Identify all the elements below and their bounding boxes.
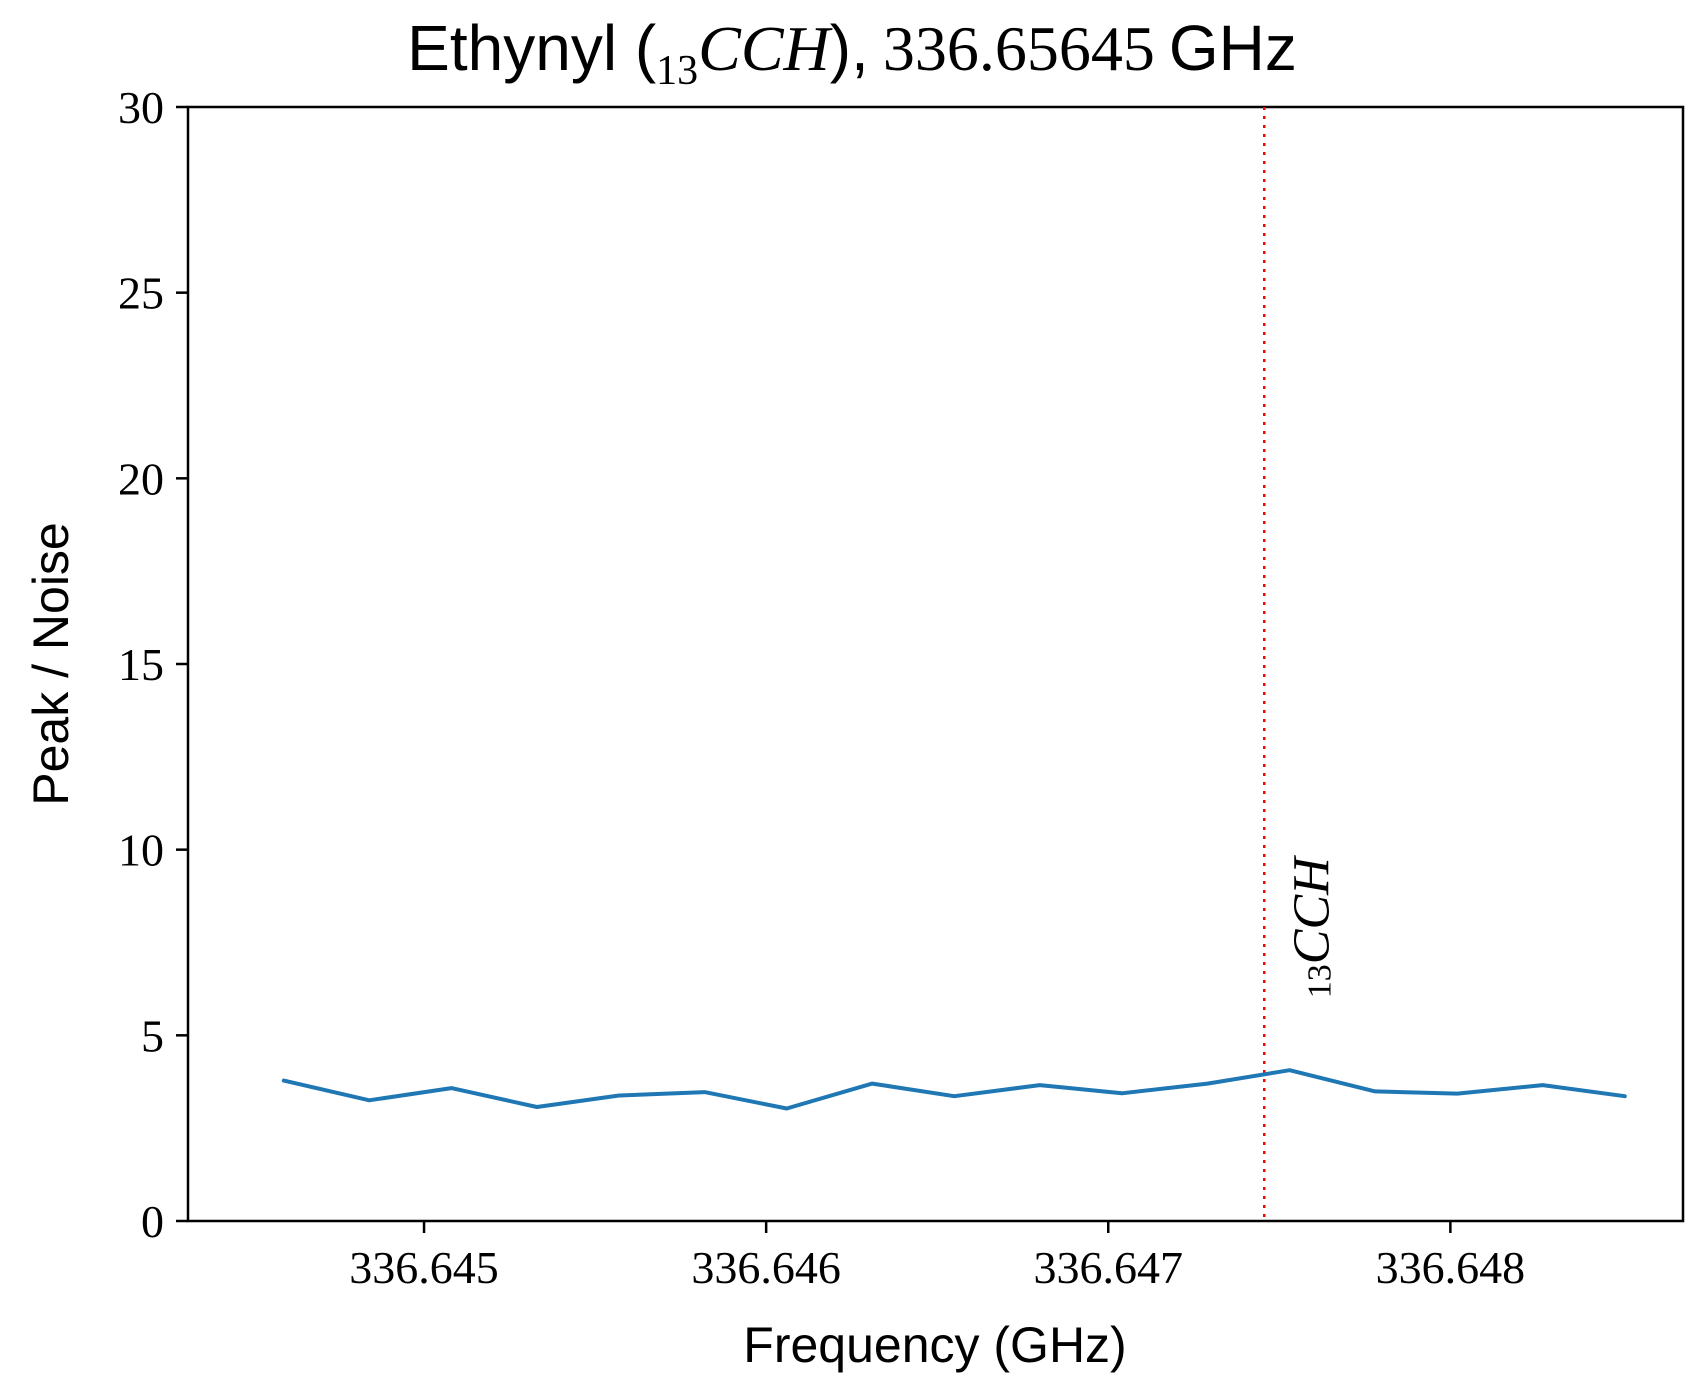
y-tick-label: 5 xyxy=(141,1010,164,1061)
y-tick-label: 20 xyxy=(118,453,164,504)
line-annotation: 13CCH xyxy=(1283,855,1340,998)
y-tick-label: 30 xyxy=(118,82,164,133)
y-tick-label: 0 xyxy=(141,1196,164,1247)
x-tick-label: 336.645 xyxy=(349,1242,499,1293)
x-tick-label: 336.647 xyxy=(1034,1242,1184,1293)
y-tick-label: 25 xyxy=(118,268,164,319)
plot-frame xyxy=(186,105,1685,1223)
x-axis-label: Frequency (GHz) xyxy=(743,1317,1126,1373)
y-tick-label: 10 xyxy=(118,825,164,876)
annotation-sub: 13 xyxy=(1301,964,1338,998)
chart-title: Ethynyl (13CCH), 336.65645 GHz xyxy=(407,12,1297,94)
x-axis-ticks: 336.645 336.646 336.647 336.648 xyxy=(349,1221,1525,1293)
annotation-label: 13CCH xyxy=(1283,855,1340,998)
y-axis-label: Peak / Noise xyxy=(23,522,79,805)
title-species-main: CCH xyxy=(698,13,833,84)
y-tick-label: 15 xyxy=(118,639,164,690)
title-prefix: Ethynyl ( xyxy=(407,12,656,84)
series-line xyxy=(281,1068,1627,1111)
title-species-sub: 13 xyxy=(656,48,698,94)
y-axis-ticks: 0 5 10 15 20 25 30 xyxy=(118,82,188,1247)
annotation-main: CCH xyxy=(1283,855,1340,964)
x-tick-label: 336.646 xyxy=(691,1242,841,1293)
series-layer xyxy=(281,1068,1627,1111)
title-unit: GHz xyxy=(1169,12,1297,84)
x-tick-label: 336.648 xyxy=(1376,1242,1526,1293)
title-frequency: 336.65645 xyxy=(883,13,1155,84)
title-suffix: ), xyxy=(830,12,869,84)
